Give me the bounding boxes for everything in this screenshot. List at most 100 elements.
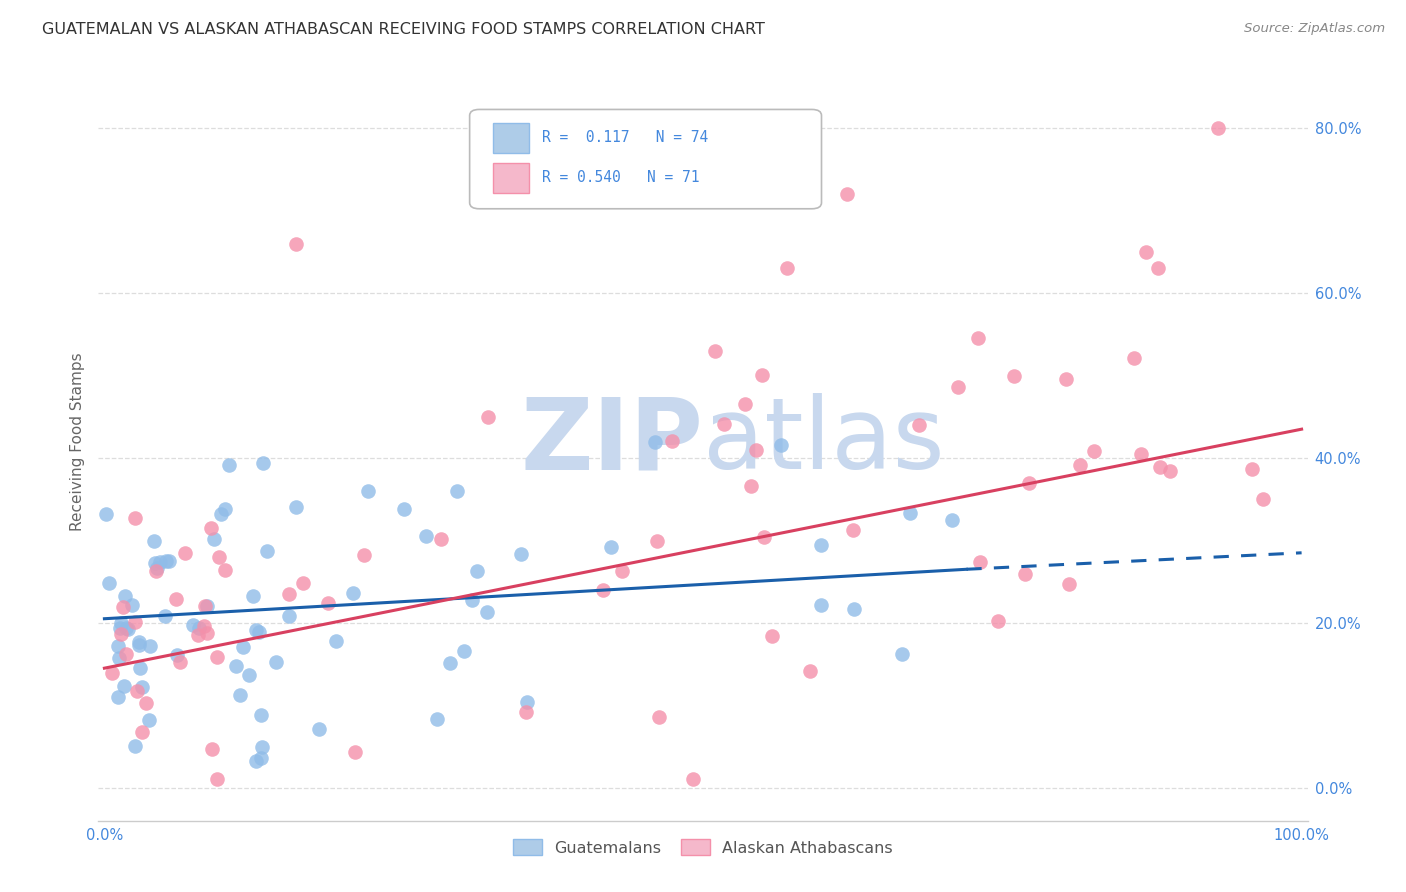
Point [682,772,704,787]
Point [969,555,991,569]
Point [110,615,132,630]
Point [101,665,124,680]
Point [612,564,634,578]
Point [97,576,120,591]
Point [115,647,138,661]
Point [704,343,727,358]
Point [1122,351,1144,365]
Point [799,665,821,679]
Point [510,547,533,561]
Point [249,751,271,765]
Point [342,586,364,600]
Point [475,605,498,619]
Point [127,684,149,698]
Point [193,619,215,633]
Point [225,659,247,673]
Point [751,368,773,383]
Point [1251,491,1274,506]
Point [129,661,152,675]
Text: GUATEMALAN VS ALASKAN ATHABASCAN RECEIVING FOOD STAMPS CORRELATION CHART: GUATEMALAN VS ALASKAN ATHABASCAN RECEIVI… [42,22,765,37]
Point [987,615,1010,629]
Point [460,593,482,607]
Point [131,725,153,739]
Point [890,648,912,662]
Point [841,523,863,537]
Point [145,564,167,578]
Point [1069,458,1091,472]
Point [128,635,150,649]
Point [114,589,136,603]
Point [108,651,131,665]
Point [153,609,176,624]
Point [242,589,264,603]
Point [752,530,775,544]
Point [138,639,160,653]
Point [446,483,468,498]
Point [284,236,307,251]
Point [252,456,274,470]
Point [207,550,229,565]
Point [284,500,307,515]
Point [1014,566,1036,581]
Point [967,331,990,345]
Point [316,596,339,610]
Point [110,626,132,640]
Point [713,417,735,431]
Point [107,690,129,704]
Point [648,710,671,724]
Point [205,772,228,787]
Point [195,599,218,613]
Point [415,529,437,543]
Point [325,633,347,648]
Point [121,598,143,612]
Point [357,483,380,498]
Point [115,621,138,635]
Point [291,575,314,590]
Point [195,626,218,640]
Point [146,561,169,575]
Point [308,723,330,737]
Point [1018,476,1040,491]
Text: R = 0.540   N = 71: R = 0.540 N = 71 [543,170,700,186]
Point [770,438,793,452]
Point [108,621,131,635]
Point [392,502,415,516]
Point [157,553,180,567]
Point [181,618,204,632]
Point [278,587,301,601]
Point [201,742,224,756]
Point [200,521,222,535]
Point [169,655,191,669]
Point [124,739,146,754]
Point [124,511,146,525]
FancyBboxPatch shape [492,162,529,193]
Point [128,638,150,652]
Point [644,434,666,449]
Point [142,534,165,549]
Point [229,688,252,702]
Point [429,532,451,546]
Point [166,592,188,607]
Legend: Guatemalans, Alaskan Athabascans: Guatemalans, Alaskan Athabascans [506,832,900,862]
Point [278,609,301,624]
Point [835,187,858,202]
Point [174,546,197,560]
Point [776,261,799,276]
Point [810,598,832,612]
Point [592,582,614,597]
Text: atlas: atlas [703,393,945,490]
Point [135,696,157,710]
Point [477,409,499,424]
Point [218,458,240,473]
Point [205,649,228,664]
Point [1002,368,1025,383]
Point [112,679,135,693]
Point [439,656,461,670]
Point [112,600,135,615]
Point [1054,372,1077,386]
Point [343,745,366,759]
Point [465,564,488,578]
Point [249,708,271,723]
Point [745,442,768,457]
Point [245,754,267,768]
